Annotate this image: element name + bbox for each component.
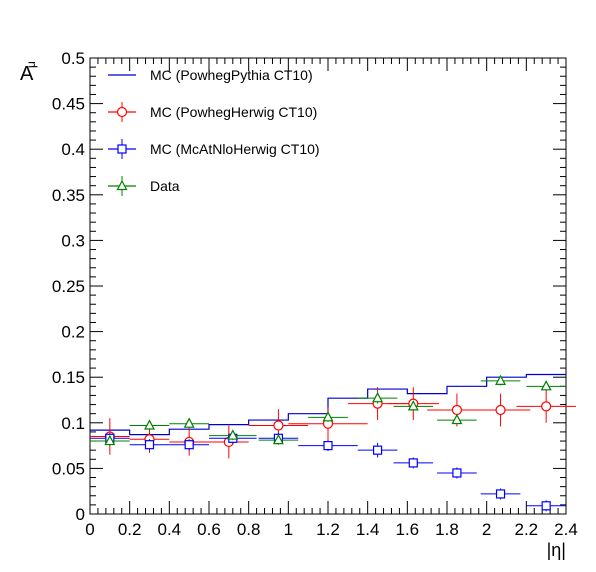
y-tick-label: 0.1 [61, 414, 85, 433]
y-tick-label: 0.05 [52, 459, 85, 478]
data-point [308, 411, 348, 422]
triangle-marker [116, 179, 128, 191]
triangle-marker [144, 419, 155, 430]
square-marker [452, 468, 462, 478]
triangle-marker [272, 433, 284, 445]
data-point [526, 500, 566, 512]
y-tick-label: 0.2 [61, 323, 85, 342]
x-tick-label: 2.2 [515, 520, 539, 539]
x-tick-label: 0.2 [118, 520, 142, 539]
legend-entry: MC (PowhegPythia CT10) [108, 67, 313, 83]
data-point [393, 457, 434, 469]
data-point [90, 434, 130, 446]
x-tick-label: 0.4 [158, 520, 182, 539]
y-tick-label: 0.3 [61, 231, 85, 250]
legend-entry: MC (McAtNloHerwig CT10) [108, 139, 320, 159]
circle-marker [273, 420, 284, 431]
triangle-marker [227, 429, 239, 440]
y-tick-label: 0 [76, 505, 85, 524]
square-marker [184, 440, 194, 450]
x-axis-label: |η| [547, 540, 566, 560]
triangle-marker [540, 380, 552, 391]
data-point [526, 380, 566, 391]
y-tick-label: 0.45 [52, 95, 85, 114]
triangle-marker [407, 400, 419, 411]
x-tick-label: 0.8 [237, 520, 261, 539]
data-point [437, 467, 477, 479]
triangle-marker [104, 434, 116, 446]
x-tick-label: 2 [482, 520, 491, 539]
x-tick-label: 1.6 [396, 520, 420, 539]
y-axis-label: A [20, 63, 34, 85]
x-tick-label: 0.6 [197, 520, 221, 539]
axes: 0 0.2 0.4 0.6 0.8 1 1.2 1.4 1.6 1.8 2 2.2 2.4 0 0.05 0.… [52, 49, 578, 539]
plot-series [90, 373, 576, 512]
data-point [393, 400, 434, 411]
step-line [90, 373, 566, 436]
circle-marker [495, 404, 506, 416]
square-marker [323, 441, 333, 451]
triangle-marker [372, 391, 384, 403]
y-tick-label: 0.5 [61, 49, 85, 68]
data-point [209, 429, 257, 441]
legend-entry: MC (PowhegHerwig CT10) [108, 102, 317, 122]
data-point [169, 417, 209, 429]
x-tick-label: 2.4 [554, 520, 578, 539]
triangle-marker [322, 411, 334, 422]
square-marker [144, 440, 155, 450]
square-marker [372, 445, 383, 455]
triangle-marker [183, 417, 195, 428]
data-point [357, 391, 398, 404]
x-tick-label: 1.2 [316, 520, 340, 539]
series-step [90, 373, 566, 436]
x-tick-label: 0 [85, 520, 94, 539]
x-tick-label: 1.4 [356, 520, 380, 539]
legend: MC (PowhegPythia CT10) MC (PowhegHerwig C… [108, 67, 320, 196]
x-tick-label: 1.8 [435, 520, 459, 539]
circle-marker [451, 404, 463, 416]
y-axis-label-subscript: μ [24, 61, 38, 68]
legend-label: Data [150, 178, 180, 194]
data-point [298, 440, 358, 452]
triangle-marker [495, 374, 507, 385]
square-marker [117, 144, 127, 154]
data-point [129, 419, 170, 431]
square-marker [541, 501, 551, 511]
circle-marker [116, 106, 128, 118]
legend-label: MC (McAtNloHerwig CT10) [150, 141, 320, 157]
square-marker [408, 458, 418, 468]
triangle-marker [451, 413, 463, 425]
y-tick-label: 0.4 [61, 140, 85, 159]
y-tick-label: 0.25 [52, 277, 85, 296]
square-marker [495, 489, 506, 499]
data-point [480, 374, 521, 386]
data-point [516, 389, 576, 423]
circle-marker [541, 401, 552, 412]
data-point [480, 488, 521, 500]
legend-label: MC (PowhegHerwig CT10) [150, 104, 317, 120]
data-point [357, 442, 398, 458]
data-point [437, 413, 477, 425]
data-point [258, 433, 299, 445]
y-tick-label: 0.15 [52, 368, 85, 387]
series-open-circle [90, 387, 576, 459]
y-tick-label: 0.35 [52, 186, 85, 205]
x-tick-label: 1 [284, 520, 293, 539]
legend-entry: Data [108, 176, 180, 196]
legend-label: MC (PowhegPythia CT10) [150, 67, 313, 83]
data-point [248, 409, 309, 442]
data-point [470, 393, 531, 427]
series-open-triangle [90, 374, 566, 446]
data-point [129, 439, 170, 451]
data-point [169, 439, 209, 451]
